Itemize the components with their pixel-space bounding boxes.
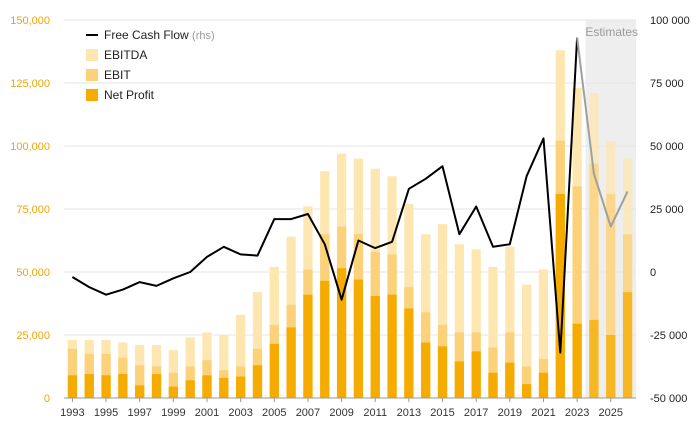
x-tick-label: 2023 bbox=[565, 407, 589, 419]
net-profit-bar bbox=[555, 193, 565, 398]
y-left-tick-label: 25,000 bbox=[16, 330, 50, 342]
net-profit-bar bbox=[404, 308, 414, 398]
ebitda-bar bbox=[505, 246, 515, 398]
ebitda-bar bbox=[454, 244, 464, 398]
y-left-tick-label: 100,000 bbox=[10, 141, 50, 153]
x-tick-label: 2017 bbox=[464, 407, 488, 419]
legend-label-ebit: EBIT bbox=[104, 68, 131, 82]
x-tick-label: 1997 bbox=[127, 407, 151, 419]
x-tick-label: 1999 bbox=[161, 407, 185, 419]
y-right-tick-label: 50 000 bbox=[650, 141, 684, 153]
net-profit-bar bbox=[67, 375, 78, 398]
axes: 0 25,000 50,000 75,000 100,000 125,000 150,000… bbox=[10, 15, 690, 419]
net-profit-bar bbox=[101, 375, 111, 398]
net-profit-bar bbox=[303, 294, 313, 398]
net-profit-bar bbox=[118, 374, 128, 398]
net-profit-bar bbox=[135, 385, 145, 398]
legend-label-free-cash-flow: Free Cash Flow (rhs) bbox=[104, 28, 215, 42]
net-profit-bar bbox=[168, 386, 178, 398]
y-left-tick-label: 150,000 bbox=[10, 15, 50, 27]
net-profit-bar bbox=[219, 377, 229, 398]
y-left-tick-label: 50,000 bbox=[16, 267, 50, 279]
ebitda-bar bbox=[437, 224, 448, 398]
x-tick-label: 1995 bbox=[94, 407, 118, 419]
net-profit-bar bbox=[437, 346, 448, 398]
y-right-tick-label: 25 000 bbox=[650, 204, 684, 216]
y-right-tick-label: 0 bbox=[650, 267, 656, 279]
x-tick-label: 2011 bbox=[363, 407, 387, 419]
net-profit-bar bbox=[202, 375, 212, 398]
ebitda-bar bbox=[252, 292, 263, 398]
legend-label-net-profit: Net Profit bbox=[104, 88, 155, 102]
legend: Free Cash Flow (rhs) EBITDA EBIT Net Profit bbox=[86, 28, 215, 102]
net-profit-bar bbox=[572, 323, 582, 398]
legend-label-ebitda: EBITDA bbox=[104, 48, 147, 62]
net-profit-bar bbox=[454, 361, 464, 398]
net-profit-bar bbox=[538, 372, 549, 398]
bars-layer bbox=[67, 50, 633, 399]
ebitda-bar bbox=[219, 335, 229, 398]
x-tick-label: 2007 bbox=[296, 407, 320, 419]
legend-swatch-ebit bbox=[86, 69, 98, 81]
net-profit-bar bbox=[421, 342, 431, 398]
ebitda-bar bbox=[522, 284, 532, 398]
y-right-tick-label: -25 000 bbox=[650, 330, 687, 342]
x-tick-label: 2001 bbox=[195, 407, 219, 419]
ebit-bar bbox=[67, 348, 78, 398]
ebit-bar bbox=[168, 372, 178, 398]
ebit-bar bbox=[522, 366, 532, 398]
x-tick-label: 2019 bbox=[498, 407, 522, 419]
free-cash-flow-line bbox=[71, 37, 579, 354]
net-profit-bar bbox=[471, 351, 481, 398]
y-left-tick-label: 75,000 bbox=[16, 204, 50, 216]
x-tick-label: 2013 bbox=[397, 407, 421, 419]
net-profit-bar bbox=[269, 343, 279, 398]
x-tick-label: 2021 bbox=[531, 407, 555, 419]
net-profit-bar bbox=[84, 374, 94, 398]
net-profit-bar bbox=[336, 268, 347, 398]
ebit-bar bbox=[589, 163, 599, 398]
y-right-tick-label: 75 000 bbox=[650, 78, 684, 90]
net-profit-bar bbox=[606, 335, 616, 398]
y-right-tick-label: 100 000 bbox=[650, 15, 690, 27]
x-tick-label: 1993 bbox=[60, 407, 84, 419]
net-profit-bar bbox=[286, 327, 296, 398]
net-profit-bar bbox=[353, 279, 364, 398]
estimates-label: Estimates bbox=[585, 25, 638, 39]
net-profit-bar bbox=[185, 380, 195, 398]
free-cash-flow-estimate-line bbox=[576, 37, 629, 228]
ebit-bar bbox=[135, 365, 145, 398]
ebitda-bar bbox=[488, 266, 498, 398]
x-tick-label: 2005 bbox=[262, 407, 286, 419]
net-profit-bar bbox=[505, 362, 515, 398]
net-profit-bar bbox=[236, 376, 246, 398]
net-profit-bar bbox=[320, 280, 330, 398]
x-tick-label: 2025 bbox=[599, 407, 623, 419]
free-cash-flow-line-layer bbox=[71, 37, 629, 354]
x-tick-label: 2015 bbox=[430, 407, 454, 419]
net-profit-bar bbox=[252, 365, 263, 398]
y-right-tick-label: -50 000 bbox=[650, 393, 687, 405]
ebitda-bar bbox=[236, 314, 246, 398]
net-profit-bar bbox=[370, 295, 380, 398]
net-profit-bar bbox=[522, 384, 532, 398]
net-profit-bar bbox=[622, 292, 633, 398]
net-profit-bar bbox=[488, 372, 498, 398]
ebit-bar bbox=[572, 186, 582, 398]
y-left-tick-label: 125,000 bbox=[10, 78, 50, 90]
gridlines bbox=[64, 19, 636, 399]
ebitda-bar bbox=[538, 269, 549, 398]
legend-note-rhs: (rhs) bbox=[192, 30, 215, 42]
net-profit-bar bbox=[387, 294, 397, 398]
ebit-bar bbox=[606, 193, 616, 398]
y-left-tick-label: 0 bbox=[44, 393, 50, 405]
net-profit-bar bbox=[589, 319, 599, 398]
x-tick-label: 2009 bbox=[329, 407, 353, 419]
legend-swatch-net-profit bbox=[86, 89, 98, 101]
legend-swatch-ebitda bbox=[86, 49, 98, 61]
net-profit-bar bbox=[151, 374, 162, 398]
ebitda-bar bbox=[471, 249, 481, 398]
x-tick-label: 2003 bbox=[228, 407, 252, 419]
